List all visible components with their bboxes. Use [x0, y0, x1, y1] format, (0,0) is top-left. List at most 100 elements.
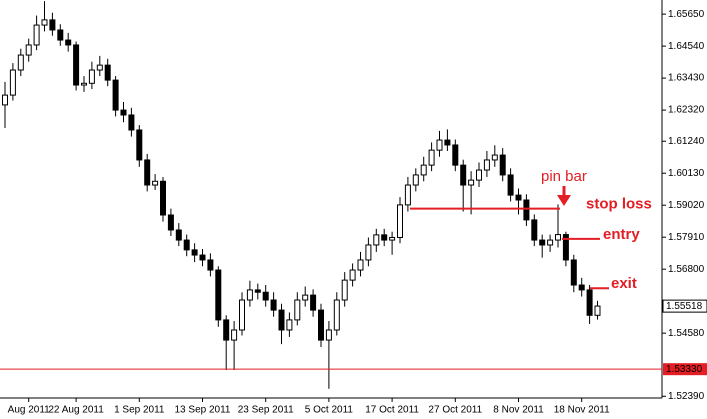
candle-body — [73, 44, 80, 86]
candle-body — [278, 309, 285, 331]
candle-body — [128, 114, 135, 131]
x-tick-label: 13 Sep 2011 — [175, 405, 231, 416]
candle-body — [483, 159, 490, 171]
pin-bar-arrow-head — [557, 195, 571, 206]
annotation-label: stop loss — [586, 196, 652, 213]
price-line-label: 1.53330 — [666, 364, 703, 375]
current-price-box — [662, 299, 707, 313]
candle-body — [468, 179, 475, 186]
candle-body — [452, 144, 459, 166]
candle-body — [25, 44, 32, 56]
candle-body — [104, 64, 111, 81]
candle-body — [96, 64, 103, 71]
candle-body — [555, 234, 561, 241]
candle-body — [152, 180, 159, 186]
y-tick-label: 1.62320 — [668, 105, 705, 116]
x-tick-label: 1 Sep 2011 — [114, 405, 165, 416]
annotation-label: exit — [611, 275, 637, 292]
candle-body — [246, 289, 253, 301]
candle-body — [81, 82, 87, 86]
candle-body — [341, 279, 348, 301]
candle-body — [88, 69, 95, 84]
candle-body — [460, 164, 467, 186]
candle-body — [412, 174, 419, 186]
candle-body — [365, 244, 372, 261]
candle-body — [523, 199, 530, 221]
candle-body — [539, 239, 546, 246]
y-tick-label: 1.65650 — [668, 9, 705, 20]
candle-body — [531, 219, 538, 241]
candle-body — [333, 299, 340, 331]
candle-body — [357, 259, 364, 271]
y-tick-label: 1.60130 — [668, 168, 705, 179]
candle-body — [33, 24, 40, 46]
price-line-box — [663, 363, 707, 376]
candle-body — [215, 269, 222, 321]
y-tick-label: 1.59020 — [668, 200, 705, 211]
y-tick-label: 1.54580 — [668, 328, 705, 339]
y-tick-label: 1.63430 — [668, 73, 705, 84]
candle-body — [262, 291, 269, 301]
candle-body — [562, 234, 569, 261]
candle-body — [491, 154, 498, 161]
y-tick-label: 1.64540 — [668, 41, 705, 52]
candle-body — [167, 214, 174, 231]
candle-body — [515, 194, 522, 201]
candle-body — [373, 234, 380, 246]
pin-bar-label: pin bar — [541, 168, 587, 185]
candle-body — [578, 284, 585, 291]
current-price-label: 1.55518 — [666, 301, 703, 312]
candle-body — [428, 149, 435, 166]
candle-body — [183, 239, 190, 251]
y-tick-label: 1.52390 — [668, 391, 705, 402]
candle-body — [17, 54, 24, 71]
candle-body — [254, 289, 261, 293]
candle-body — [302, 294, 309, 301]
candle-body — [586, 289, 593, 316]
candle-body — [9, 69, 16, 96]
candle-body — [325, 329, 332, 341]
candle-body — [310, 294, 317, 311]
x-tick-label: 8 Nov 2011 — [493, 405, 544, 416]
candle-body — [270, 299, 277, 311]
candle-body — [207, 259, 214, 271]
candle-body — [49, 19, 56, 31]
candle-body — [2, 94, 8, 106]
candle-body — [191, 249, 198, 256]
candle-body — [175, 229, 182, 241]
candle-body — [547, 239, 554, 246]
candle-body — [404, 184, 411, 206]
candle-body — [318, 309, 324, 341]
candle-body — [294, 299, 301, 321]
candle-body — [476, 169, 482, 181]
candle-body — [381, 234, 388, 241]
candle-body — [286, 319, 293, 331]
candle-body — [349, 269, 356, 281]
x-tick-label: 17 Oct 2011 — [365, 405, 419, 416]
y-tick-label: 1.61240 — [668, 136, 705, 147]
candle-body — [420, 164, 427, 176]
candle-body — [499, 154, 506, 176]
x-tick-label: Aug 2011 — [8, 405, 51, 416]
candle-body — [436, 139, 443, 151]
plot-area — [2, 1, 601, 389]
candle-body — [120, 109, 127, 116]
annotation-label: entry — [603, 226, 640, 243]
candle-body — [144, 159, 151, 186]
x-tick-label: 18 Nov 2011 — [554, 405, 610, 416]
candle-body — [160, 180, 166, 216]
candle-body — [57, 29, 64, 41]
x-tick-label: 5 Oct 2011 — [305, 405, 354, 416]
candle-body — [65, 39, 72, 46]
candle-body — [231, 329, 238, 341]
candle-body — [41, 19, 48, 26]
candle-body — [136, 129, 143, 161]
candle-body — [199, 254, 206, 261]
x-tick-label: 22 Aug 2011 — [48, 405, 104, 416]
x-tick-label: 27 Oct 2011 — [428, 405, 482, 416]
candle-body — [444, 139, 451, 146]
y-tick-label: 1.56800 — [668, 264, 705, 275]
candle-body — [223, 319, 230, 341]
candle-body — [507, 174, 514, 196]
